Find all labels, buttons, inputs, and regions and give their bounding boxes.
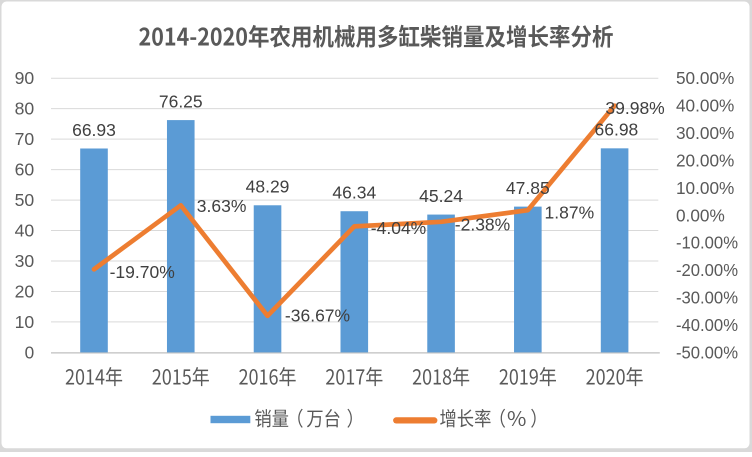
svg-text:-36.67%: -36.67% [285,306,350,326]
svg-text:40: 40 [15,221,35,241]
svg-text:45.24: 45.24 [419,186,463,206]
svg-text:48.29: 48.29 [246,177,290,197]
svg-text:-20.00%: -20.00% [676,260,738,280]
svg-text:30: 30 [15,251,35,271]
svg-text:50.00%: 50.00% [676,68,734,88]
svg-text:0.00%: 0.00% [676,205,725,225]
svg-text:76.25: 76.25 [159,91,203,111]
svg-text:30.00%: 30.00% [676,123,734,143]
svg-text:-10.00%: -10.00% [676,233,738,253]
svg-text:39.98%: 39.98% [605,98,664,118]
svg-text:-40.00%: -40.00% [676,315,738,335]
svg-text:47.85: 47.85 [506,178,550,198]
svg-text:40.00%: 40.00% [676,96,734,116]
svg-text:-50.00%: -50.00% [676,342,738,362]
svg-text:80: 80 [15,99,35,119]
svg-text:70: 70 [15,129,35,149]
svg-text:0: 0 [25,342,35,362]
svg-text:-4.04%: -4.04% [371,218,426,238]
svg-text:20: 20 [15,281,35,301]
svg-text:-19.70%: -19.70% [110,262,175,282]
svg-text:-2.38%: -2.38% [455,214,510,234]
svg-text:1.87%: 1.87% [545,202,595,222]
svg-text:3.63%: 3.63% [197,196,247,216]
svg-text:60: 60 [15,160,35,180]
svg-text:-30.00%: -30.00% [676,288,738,308]
svg-text:46.34: 46.34 [332,183,376,203]
svg-text:66.98: 66.98 [595,120,639,140]
svg-text:10.00%: 10.00% [676,178,734,198]
svg-text:66.93: 66.93 [72,120,116,140]
svg-text:90: 90 [15,68,35,88]
svg-text:10: 10 [15,312,35,332]
svg-text:20.00%: 20.00% [676,150,734,170]
svg-text:50: 50 [15,190,35,210]
